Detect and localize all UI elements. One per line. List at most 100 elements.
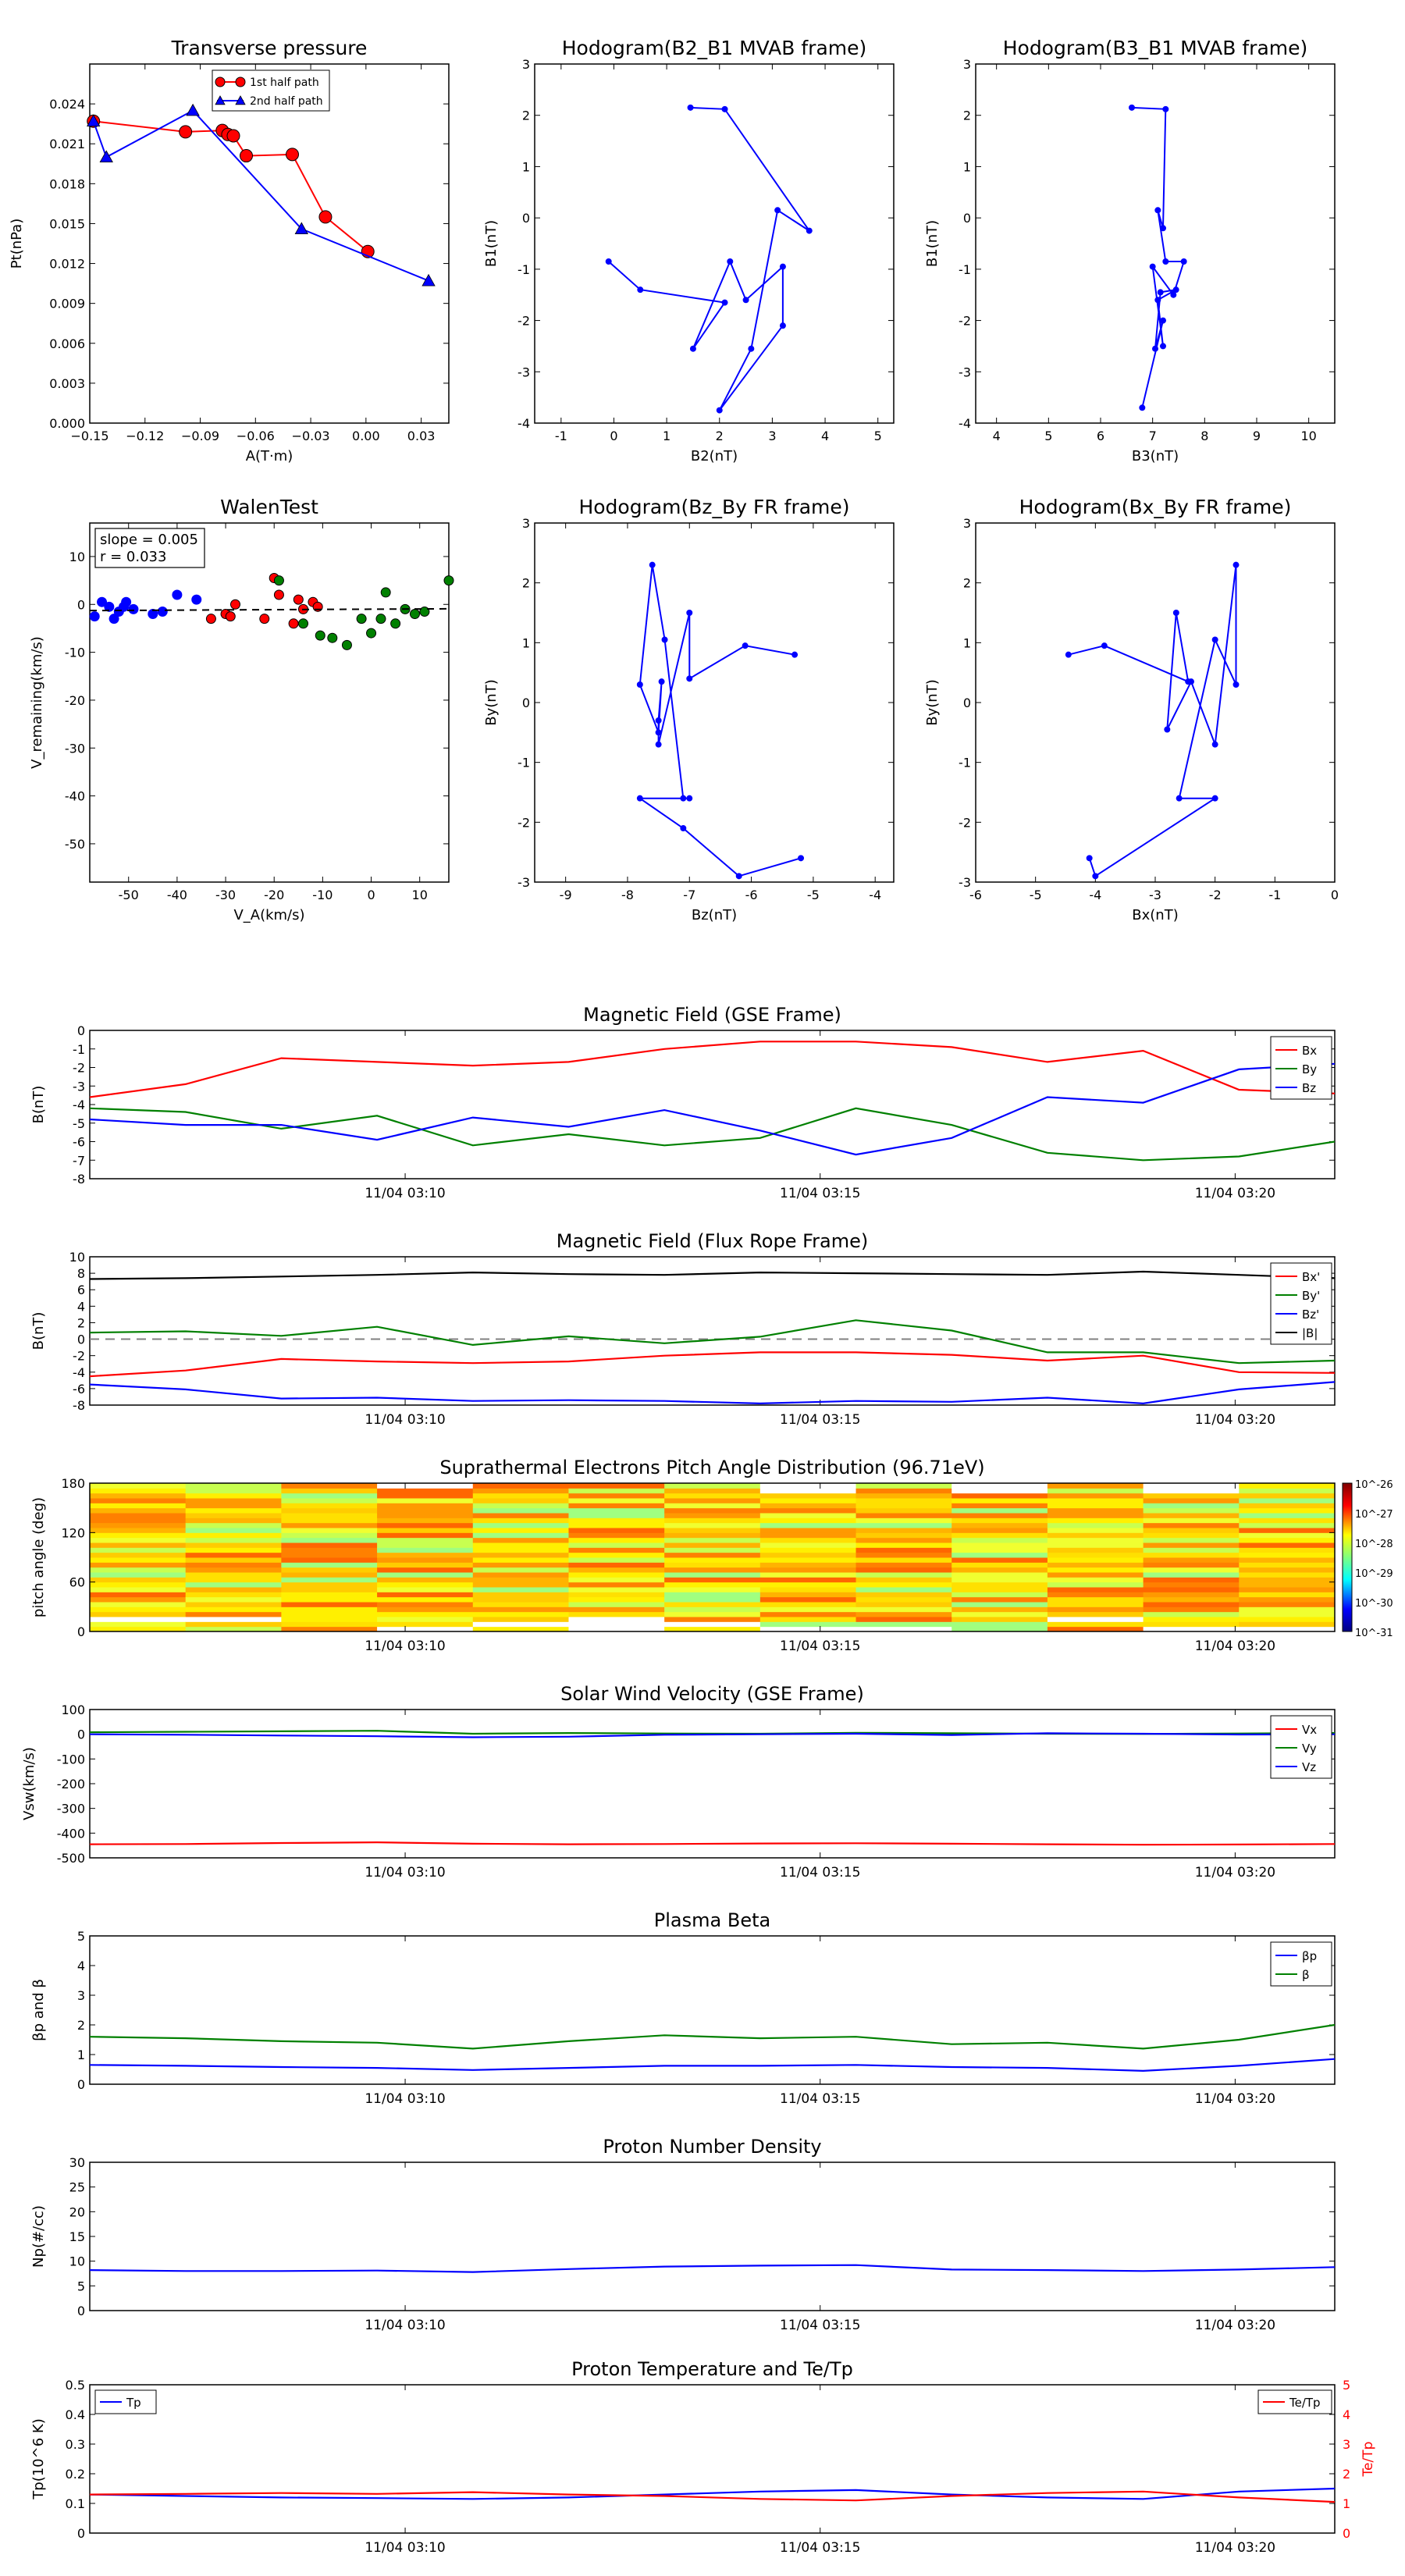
heatmap-cell: [1239, 1621, 1336, 1628]
heatmap-cell: [185, 1626, 282, 1632]
chart-title: Hodogram(B3_B1 MVAB frame): [1003, 37, 1308, 59]
heatmap-cell: [281, 1606, 378, 1613]
heatmap-cell: [281, 1596, 378, 1603]
heatmap-cell: [855, 1503, 952, 1509]
y-tick-label: 10: [69, 550, 85, 564]
heatmap-cell: [1047, 1592, 1144, 1598]
legend-marker: [215, 95, 226, 105]
x-tick-label: −0.03: [292, 429, 330, 443]
heatmap-cell: [377, 1542, 474, 1548]
data-point: [735, 873, 742, 880]
y-tick-label: 25: [69, 2180, 85, 2195]
heatmap-cell: [568, 1522, 665, 1528]
y-tick-label: 3: [963, 57, 971, 72]
chart-title: Solar Wind Velocity (GSE Frame): [560, 1683, 864, 1705]
y-tick-label: 0.024: [49, 97, 85, 112]
y-tick-label: 2: [522, 109, 530, 123]
time-tick-label: 11/04 03:10: [365, 1186, 445, 1201]
heatmap-cell: [855, 1606, 952, 1613]
y-tick-label: 8: [77, 1266, 85, 1281]
heatmap-cell: [1143, 1587, 1240, 1592]
y-tick-label: 2: [77, 2018, 85, 2033]
heatmap-cell: [568, 1611, 665, 1617]
heatmap-cell: [568, 1592, 665, 1598]
heatmap-cell: [759, 1602, 857, 1607]
heatmap-cell: [568, 1528, 665, 1533]
heatmap-cell: [664, 1552, 761, 1558]
heatmap-cell: [472, 1503, 569, 1509]
data-point: [716, 407, 723, 414]
y-tick-label: 0.003: [49, 376, 85, 391]
heatmap-cell: [185, 1528, 282, 1533]
heatmap-cell: [951, 1587, 1048, 1592]
x-tick-label: 10: [412, 888, 428, 902]
legend-label: Bz: [1302, 1081, 1316, 1095]
heatmap-cell: [568, 1507, 665, 1514]
x-tick-label: 5: [874, 429, 882, 443]
y-tick-label: -40: [65, 789, 85, 804]
heatmap-cell: [1047, 1596, 1144, 1603]
heatmap-cell: [664, 1532, 761, 1539]
heatmap-cell: [472, 1596, 569, 1603]
series-line: [90, 1841, 1335, 1846]
heatmap-cell: [281, 1547, 378, 1553]
y-axis-label: B(nT): [30, 1086, 47, 1124]
data-point: [1211, 795, 1218, 802]
x-tick-label: 4: [821, 429, 829, 443]
heatmap-cell: [759, 1488, 857, 1494]
heatmap-cell: [855, 1592, 952, 1598]
heatmap-cell: [185, 1542, 282, 1548]
panel-tp: Proton Temperature and Te/Tp 0 0.1 0.2 0.3 0.…: [30, 2358, 1376, 2556]
y-tick-label: -8: [73, 1172, 85, 1187]
x-tick-label: 0: [610, 429, 617, 443]
heatmap-cell: [759, 1537, 857, 1543]
heatmap-cell: [377, 1493, 474, 1499]
heatmap-cell: [377, 1528, 474, 1533]
y-tick-label: -4: [73, 1365, 85, 1380]
heatmap-cell: [664, 1602, 761, 1607]
data-point: [655, 729, 662, 736]
plot-frame: [975, 522, 1336, 883]
heatmap-cell: [90, 1522, 187, 1528]
heatmap-cell: [1047, 1552, 1144, 1558]
heatmap-cell: [377, 1567, 474, 1573]
heatmap-cell: [377, 1498, 474, 1503]
y-tick-label: 0.000: [49, 416, 85, 431]
heatmap-cell: [185, 1582, 282, 1588]
heatmap-cell: [759, 1562, 857, 1568]
y-tick-label: -30: [65, 741, 85, 756]
heatmap-cell: [90, 1567, 187, 1573]
heatmap-cell: [185, 1606, 282, 1613]
heatmap-cell: [1239, 1577, 1336, 1583]
heatmap-cell: [377, 1552, 474, 1558]
annotation-text: slope = 0.005: [100, 532, 198, 548]
y-axis-label: Tp(10^6 K): [30, 2418, 47, 2500]
heatmap-cell: [664, 1557, 761, 1563]
heatmap-cell: [472, 1517, 569, 1524]
heatmap-cell: [759, 1503, 857, 1509]
chart-title: WalenTest: [220, 496, 318, 518]
heatmap-cell: [759, 1532, 857, 1539]
heatmap-cell: [281, 1562, 378, 1568]
heatmap-cell: [90, 1503, 187, 1509]
heatmap-cell: [664, 1483, 761, 1489]
heatmap-cell: [1047, 1517, 1144, 1524]
heatmap-cell: [377, 1517, 474, 1524]
heatmap-cell: [1047, 1542, 1144, 1548]
y-tick-label: 0: [77, 1023, 85, 1038]
data-point: [1129, 104, 1135, 111]
data-point: [779, 263, 786, 270]
heatmap-cell: [1143, 1517, 1240, 1524]
heatmap-cell: [281, 1557, 378, 1563]
x-tick-label: -5: [1030, 888, 1042, 902]
time-tick-label: 11/04 03:20: [1195, 1412, 1275, 1428]
heatmap-cell: [472, 1611, 569, 1617]
plot-frame: [975, 63, 1336, 424]
data-point: [366, 628, 377, 639]
heatmap-cell: [1047, 1577, 1144, 1583]
heatmap-cell: [1143, 1602, 1240, 1607]
chart-title: Suprathermal Electrons Pitch Angle Distr…: [439, 1457, 984, 1478]
x-tick-label: 5: [1044, 429, 1052, 443]
y-tick-label: 1: [522, 635, 530, 650]
heatmap-cell: [759, 1547, 857, 1553]
